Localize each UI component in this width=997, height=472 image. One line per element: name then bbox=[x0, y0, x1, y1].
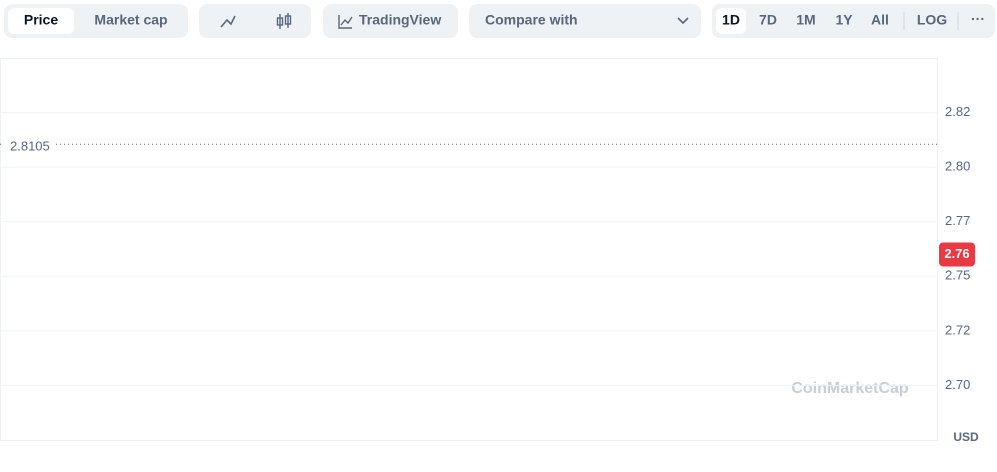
tab[interactable]: Price bbox=[24, 12, 58, 28]
range[interactable]: 7D bbox=[759, 12, 777, 28]
y-tick-label: 2.75 bbox=[945, 268, 970, 283]
tradingview-button[interactable] bbox=[323, 4, 458, 38]
y-unit: USD bbox=[953, 430, 979, 444]
y-tick-label: 2.82 bbox=[945, 104, 970, 119]
tradingview-label[interactable]: TradingView bbox=[359, 12, 441, 28]
range[interactable]: All bbox=[871, 12, 889, 28]
line-icon[interactable] bbox=[220, 15, 236, 28]
tab-active bbox=[8, 8, 74, 34]
chart-type-group bbox=[199, 4, 311, 38]
tv-icon bbox=[338, 15, 352, 29]
compare-label[interactable]: Compare with bbox=[485, 12, 578, 28]
compare-select[interactable] bbox=[469, 4, 701, 38]
range-group bbox=[712, 4, 995, 38]
chevron bbox=[677, 17, 689, 25]
current-price-label: 2.76 bbox=[944, 246, 969, 261]
range[interactable]: 1M bbox=[796, 12, 815, 28]
range[interactable]: 1D bbox=[722, 12, 740, 28]
candle-icon[interactable] bbox=[276, 13, 292, 29]
y-tick-label: 2.80 bbox=[945, 159, 970, 174]
baseline-label-bg bbox=[4, 135, 54, 154]
more-button[interactable]: ··· bbox=[971, 11, 985, 27]
tv-icon bbox=[340, 16, 353, 26]
y-tick-label: 2.77 bbox=[945, 213, 970, 228]
watermark: CoinMarketCap bbox=[791, 380, 909, 397]
current-price-box bbox=[939, 242, 975, 267]
baseline-label: 2.8105 bbox=[10, 139, 50, 154]
range-active bbox=[716, 8, 746, 34]
y-tick-label: 2.72 bbox=[945, 322, 970, 337]
y-tick-label: 2.70 bbox=[945, 377, 970, 392]
range[interactable]: 1Y bbox=[835, 12, 853, 28]
tab[interactable]: Market cap bbox=[94, 12, 167, 28]
plot-frame bbox=[0, 58, 938, 441]
log-button[interactable]: LOG bbox=[917, 12, 947, 28]
